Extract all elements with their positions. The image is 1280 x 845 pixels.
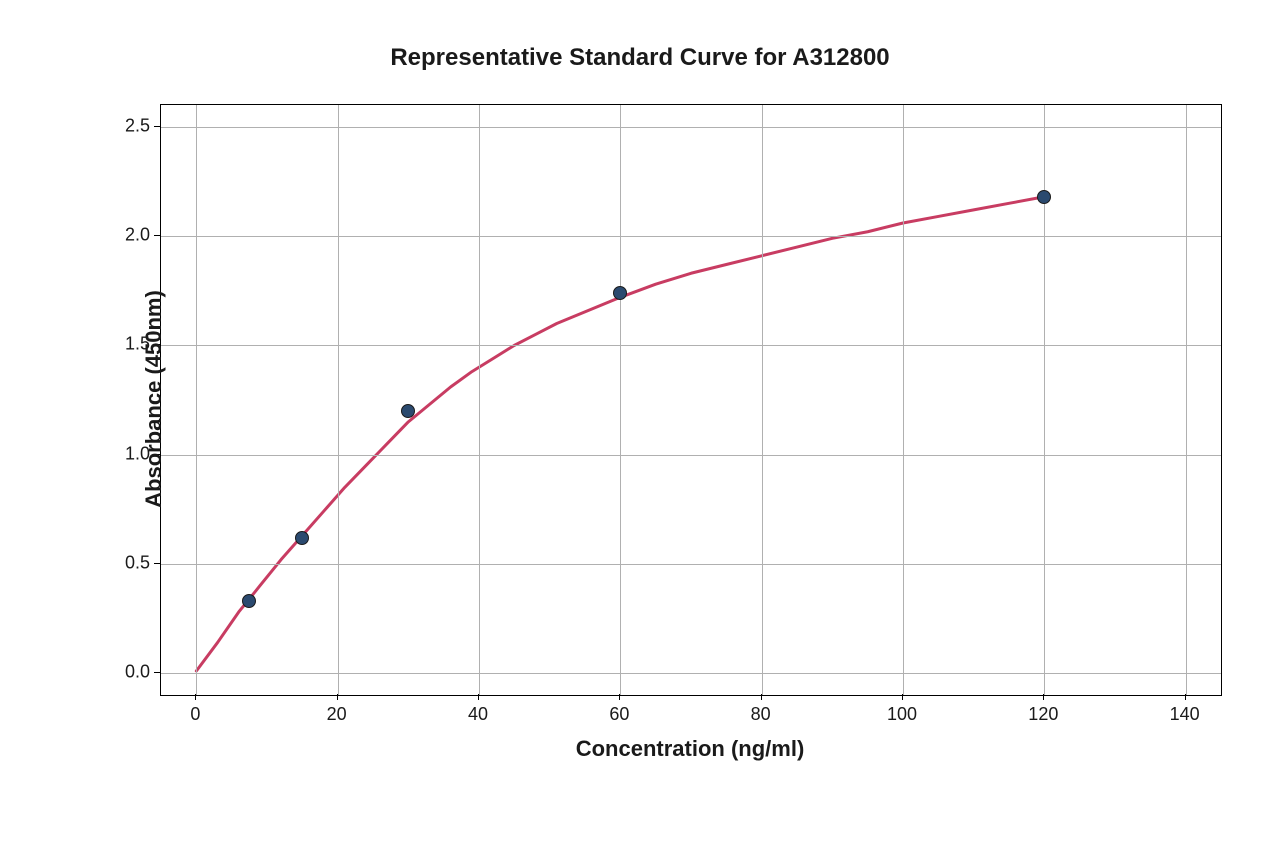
grid-line-horizontal bbox=[161, 455, 1221, 456]
grid-line-vertical bbox=[479, 105, 480, 695]
data-point bbox=[1037, 190, 1051, 204]
grid-line-vertical bbox=[903, 105, 904, 695]
x-tick-label: 120 bbox=[1028, 704, 1058, 725]
x-tick-label: 100 bbox=[887, 704, 917, 725]
grid-line-horizontal bbox=[161, 564, 1221, 565]
grid-line-horizontal bbox=[161, 673, 1221, 674]
grid-line-vertical bbox=[620, 105, 621, 695]
grid-line-vertical bbox=[1186, 105, 1187, 695]
plot-area bbox=[160, 104, 1222, 696]
y-tick bbox=[154, 126, 160, 127]
x-tick bbox=[619, 694, 620, 700]
grid-line-vertical bbox=[196, 105, 197, 695]
y-tick-label: 0.0 bbox=[110, 662, 150, 683]
y-tick-label: 2.0 bbox=[110, 225, 150, 246]
y-tick bbox=[154, 563, 160, 564]
data-point bbox=[295, 531, 309, 545]
grid-line-horizontal bbox=[161, 345, 1221, 346]
data-point bbox=[242, 594, 256, 608]
chart-title: Representative Standard Curve for A31280… bbox=[0, 44, 1280, 72]
x-tick bbox=[902, 694, 903, 700]
x-tick-label: 60 bbox=[609, 704, 629, 725]
grid-line-horizontal bbox=[161, 236, 1221, 237]
grid-line-horizontal bbox=[161, 127, 1221, 128]
grid-line-vertical bbox=[338, 105, 339, 695]
x-tick bbox=[337, 694, 338, 700]
x-tick bbox=[1185, 694, 1186, 700]
curve-line-svg bbox=[161, 105, 1221, 695]
x-tick bbox=[478, 694, 479, 700]
chart-container: Representative Standard Curve for A31280… bbox=[0, 0, 1280, 845]
x-tick bbox=[195, 694, 196, 700]
y-tick bbox=[154, 235, 160, 236]
x-tick-label: 0 bbox=[190, 704, 200, 725]
data-point bbox=[613, 286, 627, 300]
x-tick-label: 20 bbox=[327, 704, 347, 725]
data-point bbox=[401, 404, 415, 418]
y-axis-label: Absorbance (450nm) bbox=[141, 290, 167, 508]
y-tick-label: 0.5 bbox=[110, 552, 150, 573]
x-tick bbox=[1043, 694, 1044, 700]
x-tick bbox=[761, 694, 762, 700]
y-tick-label: 2.5 bbox=[110, 115, 150, 136]
x-tick-label: 140 bbox=[1170, 704, 1200, 725]
grid-line-vertical bbox=[762, 105, 763, 695]
y-tick bbox=[154, 672, 160, 673]
x-tick-label: 80 bbox=[751, 704, 771, 725]
x-axis-label: Concentration (ng/ml) bbox=[576, 736, 805, 762]
x-tick-label: 40 bbox=[468, 704, 488, 725]
